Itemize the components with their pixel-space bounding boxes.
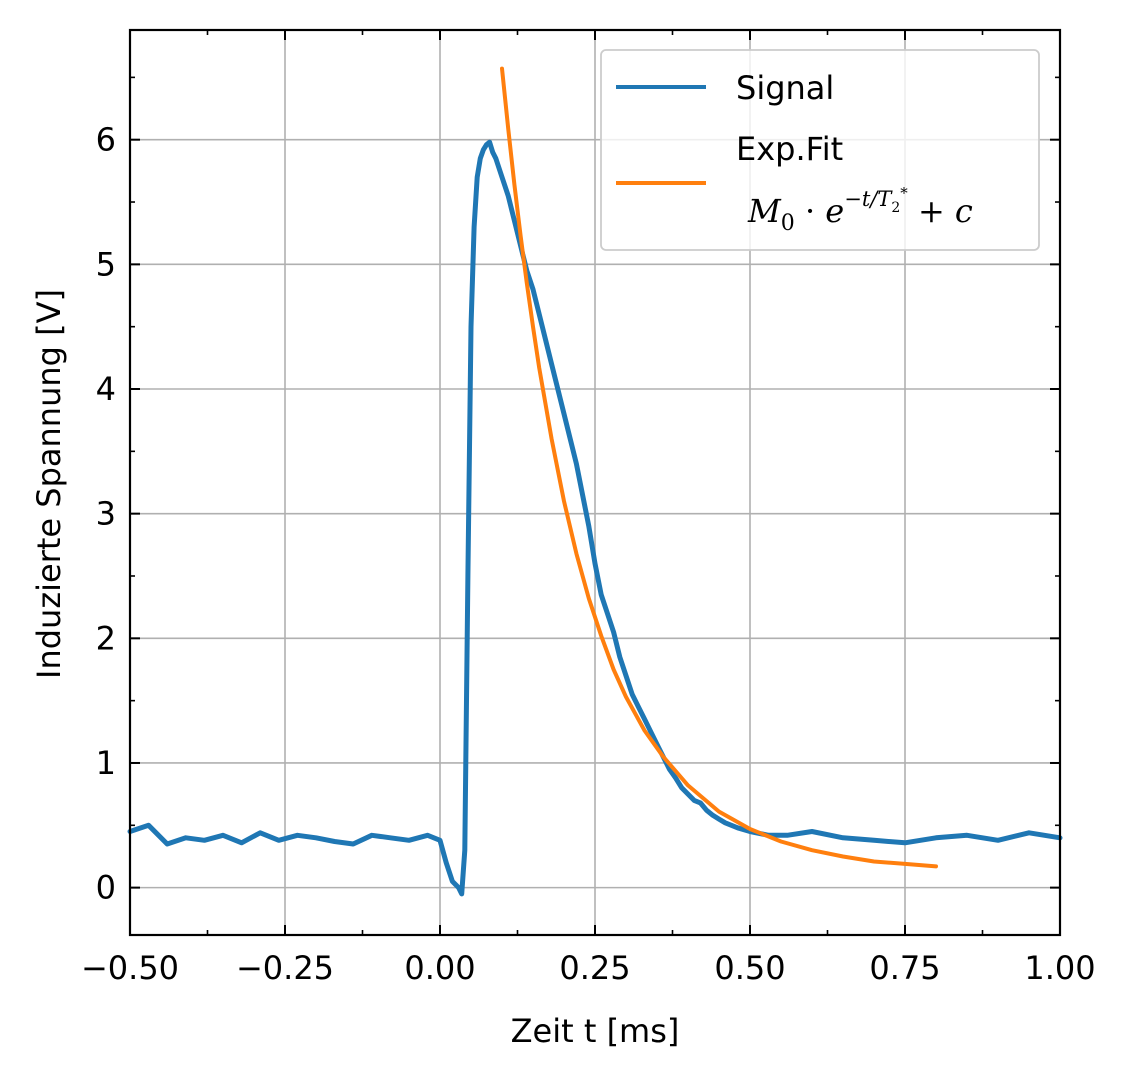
x-tick-label: 0.00 xyxy=(404,949,475,987)
y-tick-label: 4 xyxy=(96,370,116,408)
y-tick-label: 5 xyxy=(96,245,116,283)
x-tick-label: −0.25 xyxy=(236,949,334,987)
x-axis-label: Zeit t [ms] xyxy=(511,1012,680,1050)
legend: Signal Exp.Fit M0 · e−t/T2* + c xyxy=(600,49,1040,251)
x-tick-label: −0.50 xyxy=(81,949,179,987)
x-tick-label: 0.75 xyxy=(869,949,940,987)
y-tick-label: 3 xyxy=(96,495,116,533)
ticks-layer xyxy=(129,30,1061,935)
y-tick-label: 2 xyxy=(96,619,116,657)
y-tick-label: 6 xyxy=(96,121,116,159)
x-tick-label: 0.25 xyxy=(559,949,630,987)
legend-label-fit: Exp.Fit xyxy=(736,130,843,168)
legend-label-signal: Signal xyxy=(736,69,834,107)
grid-layer xyxy=(129,30,1061,935)
y-tick-label: 1 xyxy=(96,744,116,782)
y-tick-label: 0 xyxy=(96,869,116,907)
y-axis-label: Induzierte Spannung [V] xyxy=(30,289,68,679)
x-tick-label: 0.50 xyxy=(714,949,785,987)
series-line-exp-fit xyxy=(500,66,938,869)
series-layer xyxy=(127,66,1063,897)
x-tick-label: 1.00 xyxy=(1024,949,1095,987)
tick-labels-layer: −0.50 −0.25 0.00 0.25 0.50 0.75 1.00 0 1 2 3 4 5 6 xyxy=(81,121,1096,987)
series-line-signal xyxy=(127,139,1063,897)
legend-box xyxy=(600,49,1040,251)
